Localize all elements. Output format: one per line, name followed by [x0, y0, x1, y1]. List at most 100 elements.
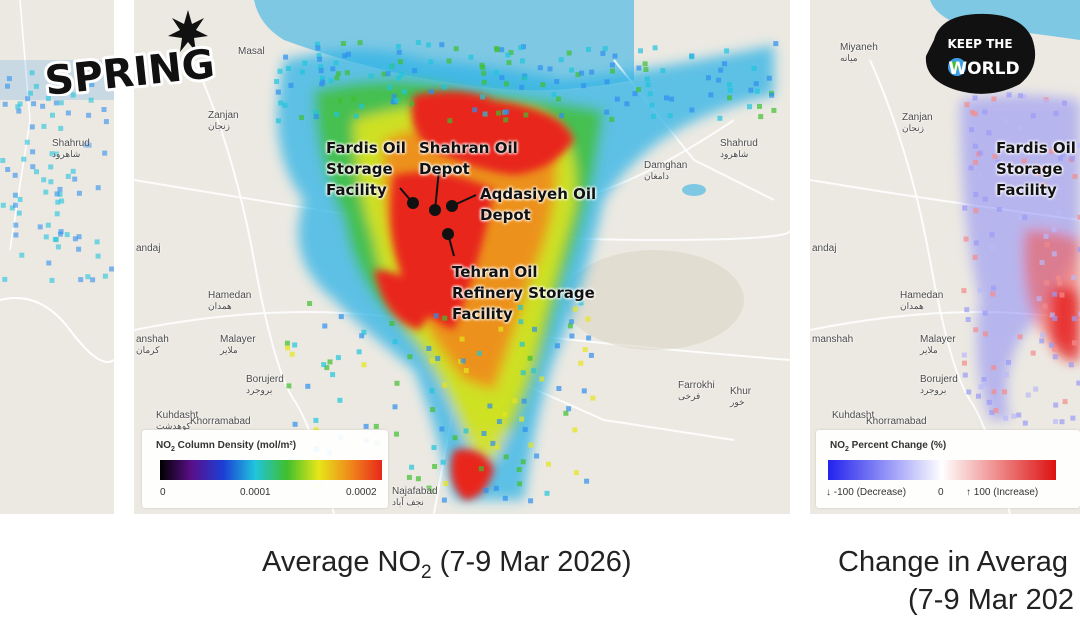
speckle — [969, 127, 974, 132]
speckle — [73, 236, 78, 241]
speckle — [522, 399, 527, 404]
speckle — [55, 191, 60, 196]
legend-tick: 0.0002 — [346, 487, 377, 498]
tehran-refinery-marker — [442, 228, 454, 240]
speckle — [1070, 416, 1075, 421]
speckle — [554, 79, 559, 84]
speckle — [660, 68, 665, 73]
speckle — [993, 408, 998, 413]
speckle — [1016, 413, 1021, 418]
speckle — [648, 91, 653, 96]
speckle — [978, 288, 983, 293]
speckle — [528, 356, 533, 361]
speckle — [50, 113, 55, 118]
speckle — [604, 110, 609, 115]
shahran-marker — [429, 204, 441, 216]
speckle — [504, 81, 509, 86]
speckle — [518, 45, 523, 50]
speckle — [636, 87, 641, 92]
speckle — [504, 454, 509, 459]
speckle — [590, 396, 595, 401]
speckle — [317, 57, 322, 62]
speckle — [441, 460, 446, 465]
speckle — [973, 327, 978, 332]
speckle — [566, 406, 571, 411]
speckle — [1054, 111, 1059, 116]
speckle — [1031, 351, 1036, 356]
place-label: manshah — [812, 334, 853, 345]
speckle — [1052, 292, 1057, 297]
speckle — [19, 253, 24, 258]
speckle — [1023, 421, 1028, 426]
speckle — [442, 498, 447, 503]
speckle — [589, 70, 594, 75]
speckle — [428, 59, 433, 64]
speckle — [1076, 143, 1080, 148]
speckle — [507, 60, 512, 65]
speckle — [991, 365, 996, 370]
speckle — [59, 199, 64, 204]
legend-tick: 0 — [160, 487, 166, 498]
speckle — [322, 324, 327, 329]
speckle — [30, 70, 35, 75]
speckle — [1076, 381, 1080, 386]
speckle — [569, 68, 574, 73]
speckle — [328, 359, 333, 364]
speckle — [605, 79, 610, 84]
speckle — [286, 383, 291, 388]
speckle — [983, 197, 988, 202]
speckle — [499, 47, 504, 52]
speckle — [334, 60, 339, 65]
speckle — [357, 349, 362, 354]
speckle — [718, 68, 723, 73]
speckle — [586, 336, 591, 341]
speckle — [497, 419, 502, 424]
speckle — [31, 101, 36, 106]
speckle — [1069, 362, 1074, 367]
speckle — [1057, 281, 1062, 286]
speckle — [555, 343, 560, 348]
speckle — [66, 111, 71, 116]
speckle — [708, 92, 713, 97]
speckle — [25, 96, 30, 101]
speckle — [77, 191, 82, 196]
speckle — [78, 277, 83, 282]
speckle — [351, 97, 356, 102]
speckle — [773, 41, 778, 46]
speckle — [643, 67, 648, 72]
speckle — [90, 277, 95, 282]
speckle — [494, 486, 499, 491]
no2-legend: NO2 Column Density (mol/m²) 0 0.0001 0.0… — [142, 430, 388, 508]
speckle — [991, 97, 996, 102]
speckle — [767, 76, 772, 81]
speckle — [285, 341, 290, 346]
speckle — [973, 208, 978, 213]
speckle — [95, 239, 100, 244]
speckle — [66, 174, 71, 179]
speckle — [338, 98, 343, 103]
speckle — [480, 95, 485, 100]
speckle — [1004, 119, 1009, 124]
speckle — [13, 203, 18, 208]
speckle — [5, 167, 10, 172]
speckle — [651, 114, 656, 119]
speckle — [329, 78, 334, 83]
place-label: Masal — [238, 46, 265, 57]
speckle — [517, 467, 522, 472]
speckle — [55, 211, 60, 216]
speckle — [364, 424, 369, 429]
speckle — [973, 192, 978, 197]
speckle — [964, 307, 969, 312]
speckle — [469, 55, 474, 60]
speckle — [359, 104, 364, 109]
speckle — [43, 190, 48, 195]
speckle — [689, 54, 694, 59]
speckle — [76, 247, 81, 252]
speckle — [716, 78, 721, 83]
speckle — [538, 65, 543, 70]
speckle — [498, 327, 503, 332]
speckle — [290, 352, 295, 357]
